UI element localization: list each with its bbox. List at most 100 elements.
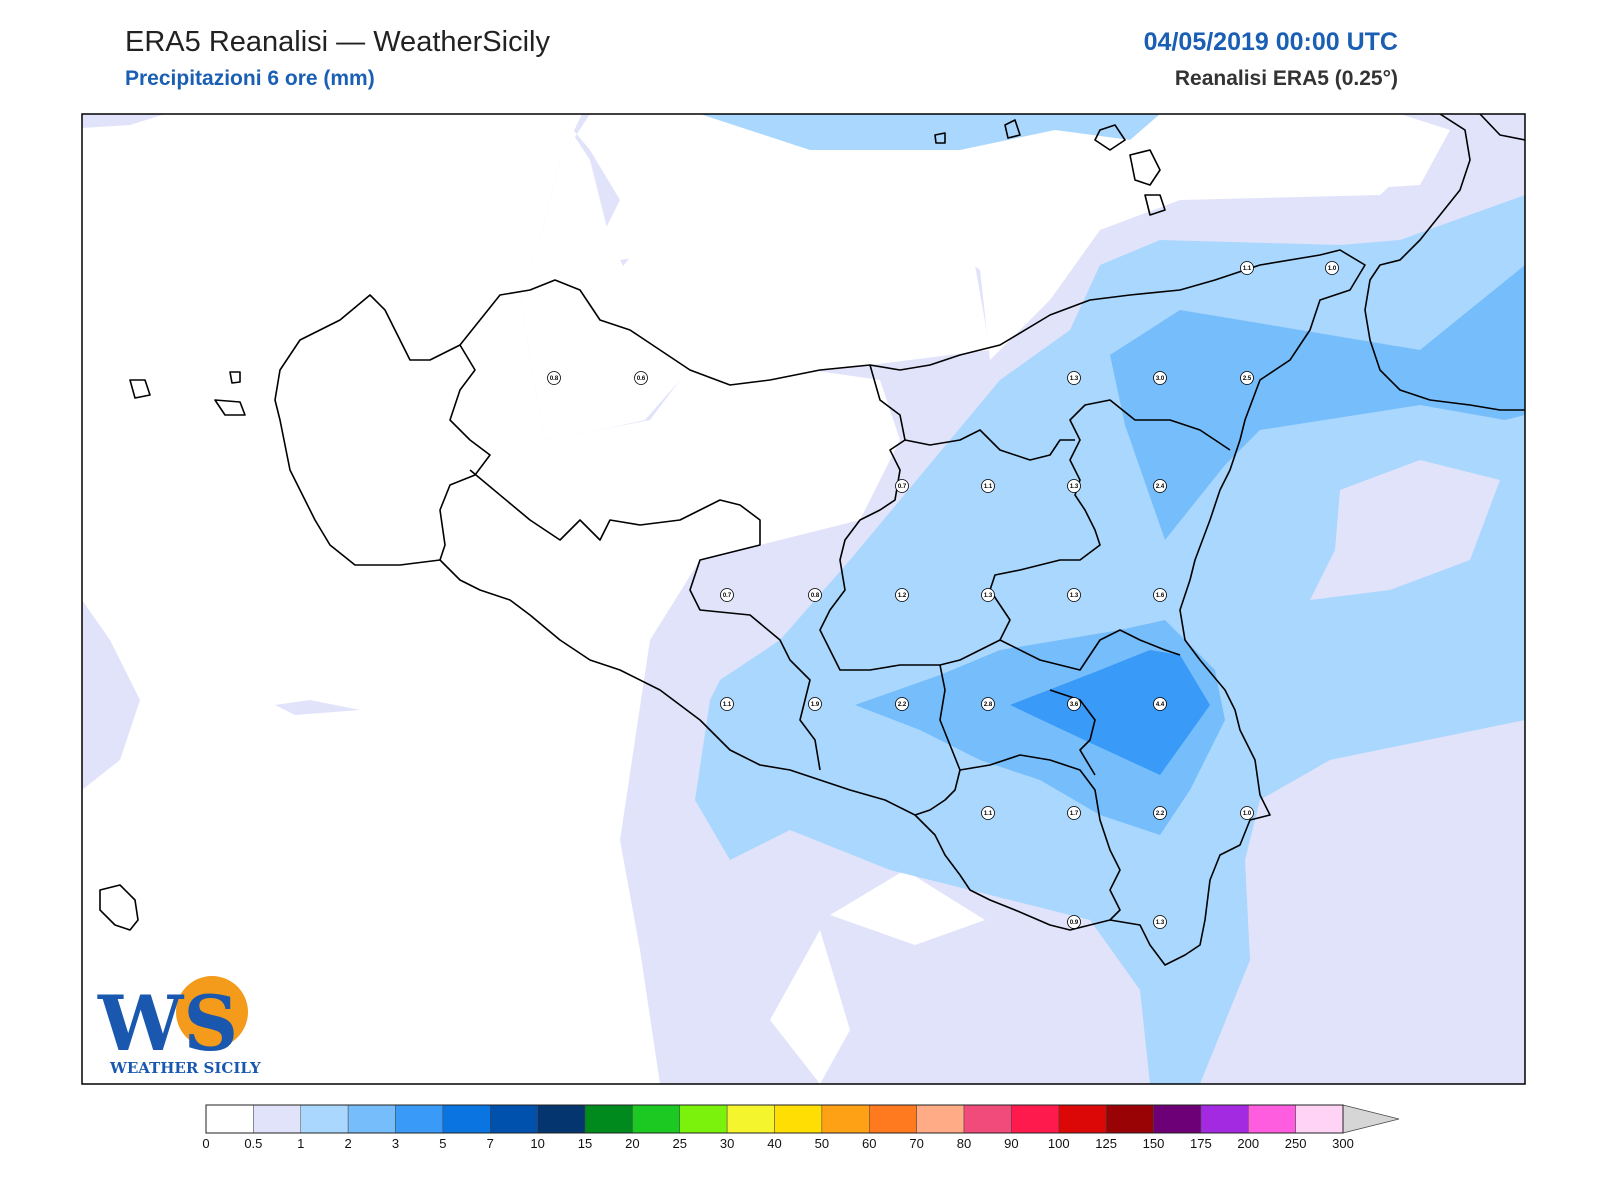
station-dot <box>981 697 995 711</box>
colorbar-tick-label: 50 <box>815 1136 829 1151</box>
colorbar-tick-label: 7 <box>487 1136 494 1151</box>
station-marker: 0.7 <box>720 588 734 602</box>
map-title: ERA5 Reanalisi — WeatherSicily <box>125 26 550 58</box>
station-dot <box>1067 915 1081 929</box>
colorbar-swatch <box>1200 1104 1249 1134</box>
dry-area-west-1 <box>82 114 680 440</box>
station-dot <box>808 697 822 711</box>
province-border-palermo <box>439 344 491 561</box>
station-marker: 3.6 <box>1067 697 1081 711</box>
colorbar-tick-label: 80 <box>957 1136 971 1151</box>
colorbar-tick-label: 1 <box>297 1136 304 1151</box>
station-dot <box>981 806 995 820</box>
island-marettimo <box>129 379 151 399</box>
station-marker: 3.0 <box>1153 371 1167 385</box>
colorbar-extend-arrow <box>1342 1104 1400 1134</box>
colorbar-tick-label: 30 <box>720 1136 734 1151</box>
station-value: 3.0 <box>1156 376 1165 382</box>
station-marker: 0.8 <box>547 371 561 385</box>
island-favignana <box>214 399 246 416</box>
station-dot <box>1153 479 1167 493</box>
station-value: 1.3 <box>1156 920 1165 926</box>
logo-text: WEATHER SICILY <box>109 1059 261 1077</box>
colorbar-swatch <box>1058 1104 1107 1134</box>
precip-field-0-5mm-west <box>82 600 140 790</box>
station-dot <box>547 371 561 385</box>
station-marker: 1.3 <box>1067 371 1081 385</box>
data-source: Reanalisi ERA5 (0.25°) <box>1174 67 1398 90</box>
station-value: 0.6 <box>637 376 646 382</box>
precipitation-fields <box>82 114 1525 1084</box>
station-dot <box>1153 371 1167 385</box>
colorbar-tick-label: 2 <box>345 1136 352 1151</box>
station-dot <box>808 588 822 602</box>
station-value: 1.2 <box>898 593 907 599</box>
station-marker: 2.2 <box>895 697 909 711</box>
colorbar-tick-label: 0.5 <box>244 1136 262 1151</box>
station-value: 1.1 <box>723 702 732 708</box>
station-dot <box>720 697 734 711</box>
island-vulcano <box>1129 149 1161 186</box>
island-filicudi <box>934 132 946 144</box>
station-marker: 1.3 <box>1067 479 1081 493</box>
province-border-caltanissetta <box>819 364 1231 671</box>
colorbar-swatch <box>253 1104 301 1134</box>
station-marker: 0.8 <box>808 588 822 602</box>
colorbar-tick-label: 150 <box>1143 1136 1165 1151</box>
precip-field-2mm <box>1110 265 1525 540</box>
colorbar-swatch <box>821 1104 870 1134</box>
colorbar-tick-label: 10 <box>530 1136 544 1151</box>
colorbar-swatch <box>347 1104 396 1134</box>
station-marker: 1.1 <box>720 697 734 711</box>
colorbar-tick-label: 300 <box>1332 1136 1354 1151</box>
map-frame <box>81 113 1526 1085</box>
station-dot <box>720 588 734 602</box>
station-marker: 0.6 <box>634 371 648 385</box>
station-dot <box>1240 371 1254 385</box>
station-value: 1.9 <box>811 702 820 708</box>
station-value: 2.2 <box>1156 811 1165 817</box>
station-value: 1.0 <box>1243 811 1252 817</box>
colorbar-swatch <box>1105 1104 1154 1134</box>
station-value: 0.8 <box>550 376 559 382</box>
colorbar-swatch <box>726 1104 775 1134</box>
station-dot <box>1153 915 1167 929</box>
station-marker: 1.1 <box>981 806 995 820</box>
station-marker: 1.3 <box>1153 915 1167 929</box>
station-dot <box>1240 806 1254 820</box>
colorbar-tick-label: 25 <box>673 1136 687 1151</box>
colorbar-swatch <box>1295 1104 1344 1134</box>
province-border-catania <box>904 429 1075 461</box>
colorbar-tick-label: 100 <box>1048 1136 1070 1151</box>
colorbar-tick-label: 15 <box>578 1136 592 1151</box>
station-marker: 4.4 <box>1153 697 1167 711</box>
colorbar-tick-label: 250 <box>1285 1136 1307 1151</box>
calabria-coastline-2 <box>1479 114 1525 141</box>
colorbar-tick-label: 90 <box>1004 1136 1018 1151</box>
colorbar-swatch <box>395 1104 444 1134</box>
station-markers: 0.8 0.6 1.1 1.0 1.3 3.0 2.5 0.7 1.1 1.3 2.4 0.7 0.8 1… <box>547 261 1339 929</box>
station-dot <box>1067 697 1081 711</box>
station-value: 0.9 <box>1070 920 1079 926</box>
station-dot <box>1325 261 1339 275</box>
sicily-coastline <box>274 249 1366 966</box>
station-marker: 2.8 <box>981 697 995 711</box>
island-vulcanello <box>1144 194 1166 216</box>
station-value: 2.5 <box>1243 376 1252 382</box>
precip-field-0-5mm-sliver <box>275 700 360 715</box>
station-value: 2.4 <box>1156 484 1165 490</box>
station-value: 1.3 <box>1070 484 1079 490</box>
calabria-coastline <box>1364 114 1525 411</box>
precip-field-0-5mm-nw <box>82 114 165 128</box>
station-value: 0.8 <box>811 593 820 599</box>
colorbar-tick-label: 125 <box>1095 1136 1117 1151</box>
station-dot <box>895 588 909 602</box>
logo-sun <box>176 976 248 1048</box>
island-linosa <box>99 884 139 931</box>
station-dot <box>1153 588 1167 602</box>
colorbar-swatch <box>632 1104 680 1134</box>
colorbar-swatch <box>205 1104 254 1134</box>
station-value: 1.3 <box>1070 376 1079 382</box>
logo-letters: WS <box>97 979 238 1068</box>
station-dot <box>1067 806 1081 820</box>
